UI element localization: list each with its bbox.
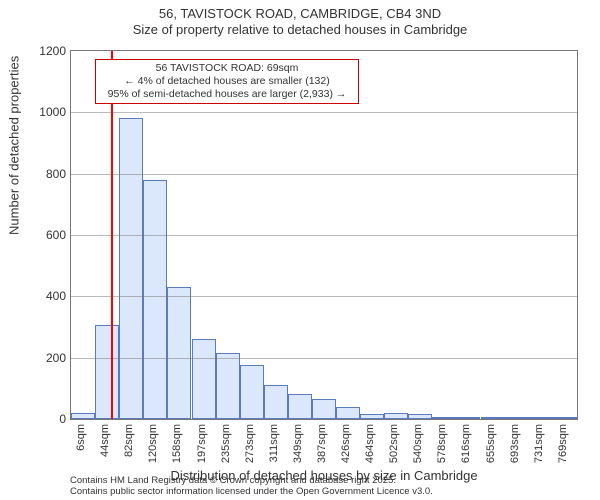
chart-title-line1: 56, TAVISTOCK ROAD, CAMBRIDGE, CB4 3ND — [0, 6, 600, 21]
x-tick-label: 769sqm — [557, 424, 569, 468]
histogram-bar — [432, 417, 456, 419]
x-tick-label: 616sqm — [460, 424, 472, 468]
x-tick-label: 578sqm — [436, 424, 448, 468]
histogram-bar — [481, 417, 505, 419]
histogram-bar — [119, 118, 143, 419]
gridline — [71, 235, 577, 236]
annotation-line-1: 56 TAVISTOCK ROAD: 69sqm — [102, 62, 352, 75]
histogram-bar — [505, 417, 529, 419]
plot-area: 56 TAVISTOCK ROAD: 69sqm ← 4% of detache… — [70, 50, 578, 420]
histogram-bar — [143, 180, 167, 419]
x-tick-label: 655sqm — [485, 424, 497, 468]
histogram-bar — [240, 365, 264, 419]
x-tick-label: 693sqm — [509, 424, 521, 468]
histogram-bar — [95, 325, 119, 419]
footer-attribution: Contains HM Land Registry data © Crown c… — [70, 476, 578, 498]
x-tick-label: 235sqm — [220, 424, 232, 468]
x-tick-label: 540sqm — [412, 424, 424, 468]
histogram-bar — [408, 414, 432, 419]
histogram-bar — [384, 413, 408, 419]
x-tick-label: 158sqm — [171, 424, 183, 468]
y-tick-label: 0 — [59, 412, 66, 426]
x-tick-label: 464sqm — [364, 424, 376, 468]
gridline — [71, 174, 577, 175]
x-tick-label: 120sqm — [147, 424, 159, 468]
histogram-bar — [192, 339, 216, 419]
histogram-bar — [264, 385, 288, 419]
gridline — [71, 358, 577, 359]
footer-line-2: Contains public sector information licen… — [70, 487, 578, 498]
x-tick-label: 731sqm — [533, 424, 545, 468]
x-tick-label: 426sqm — [340, 424, 352, 468]
x-tick-label: 44sqm — [99, 424, 111, 468]
gridline — [71, 112, 577, 113]
histogram-bar — [553, 417, 577, 419]
annotation-box: 56 TAVISTOCK ROAD: 69sqm ← 4% of detache… — [95, 59, 359, 104]
histogram-bar — [216, 353, 240, 419]
histogram-bar — [288, 394, 312, 419]
histogram-bar — [456, 417, 480, 419]
x-tick-label: 387sqm — [316, 424, 328, 468]
x-tick-label: 6sqm — [75, 424, 87, 468]
gridline — [71, 296, 577, 297]
histogram-bar — [312, 399, 336, 419]
annotation-line-3: 95% of semi-detached houses are larger (… — [102, 88, 352, 101]
y-tick-label: 600 — [46, 228, 66, 242]
reference-line — [111, 51, 113, 419]
histogram-bar — [360, 414, 384, 419]
chart-container: 56, TAVISTOCK ROAD, CAMBRIDGE, CB4 3ND S… — [0, 0, 600, 500]
chart-title-line2: Size of property relative to detached ho… — [0, 22, 600, 37]
x-tick-label: 311sqm — [268, 424, 280, 468]
y-tick-label: 1000 — [39, 105, 66, 119]
y-axis-title: Number of detached properties — [7, 56, 22, 235]
y-tick-label: 800 — [46, 167, 66, 181]
x-tick-label: 502sqm — [388, 424, 400, 468]
y-tick-label: 200 — [46, 351, 66, 365]
x-tick-label: 273sqm — [244, 424, 256, 468]
x-tick-label: 349sqm — [292, 424, 304, 468]
y-tick-label: 1200 — [39, 44, 66, 58]
histogram-bar — [529, 417, 553, 419]
x-tick-label: 197sqm — [196, 424, 208, 468]
y-tick-label: 400 — [46, 289, 66, 303]
histogram-bar — [71, 413, 95, 419]
annotation-line-2: ← 4% of detached houses are smaller (132… — [102, 75, 352, 88]
histogram-bar — [336, 407, 360, 419]
x-tick-label: 82sqm — [123, 424, 135, 468]
histogram-bar — [167, 287, 191, 419]
